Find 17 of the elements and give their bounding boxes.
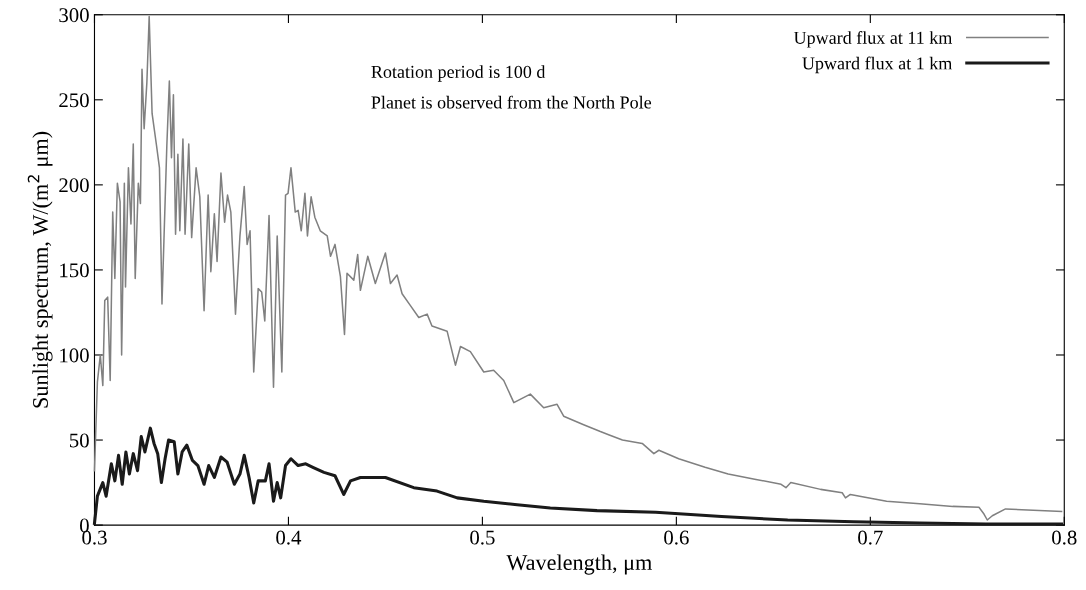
x-tick-label: 0.8 xyxy=(1052,530,1077,545)
y-tick-label: 250 xyxy=(59,93,89,108)
y-tick-label: 100 xyxy=(60,348,89,363)
x-tick-label: 0.6 xyxy=(664,530,689,545)
x-tick-label: 0.7 xyxy=(858,530,883,545)
y-tick-label: 50 xyxy=(70,433,89,448)
x-tick-label: 0.5 xyxy=(470,530,495,545)
x-tick-label: 0.4 xyxy=(276,530,302,545)
annotation: Rotation period is 100 d xyxy=(371,65,546,82)
y-tick-label: 200 xyxy=(59,178,89,193)
x-axis-title: Wavelength, μm xyxy=(506,554,652,575)
legend-label: Upward flux at 1 km xyxy=(802,56,953,74)
y-tick-label: 300 xyxy=(59,8,89,23)
y-axis-title: Sunlight spectrum, W/(m$^{2}$ μm) xyxy=(27,131,53,408)
annotation: Planet is observed from the North Pole xyxy=(371,95,652,109)
legend-label: Upward flux at 11 km xyxy=(793,31,953,48)
y-tick-label: 150 xyxy=(60,263,89,278)
